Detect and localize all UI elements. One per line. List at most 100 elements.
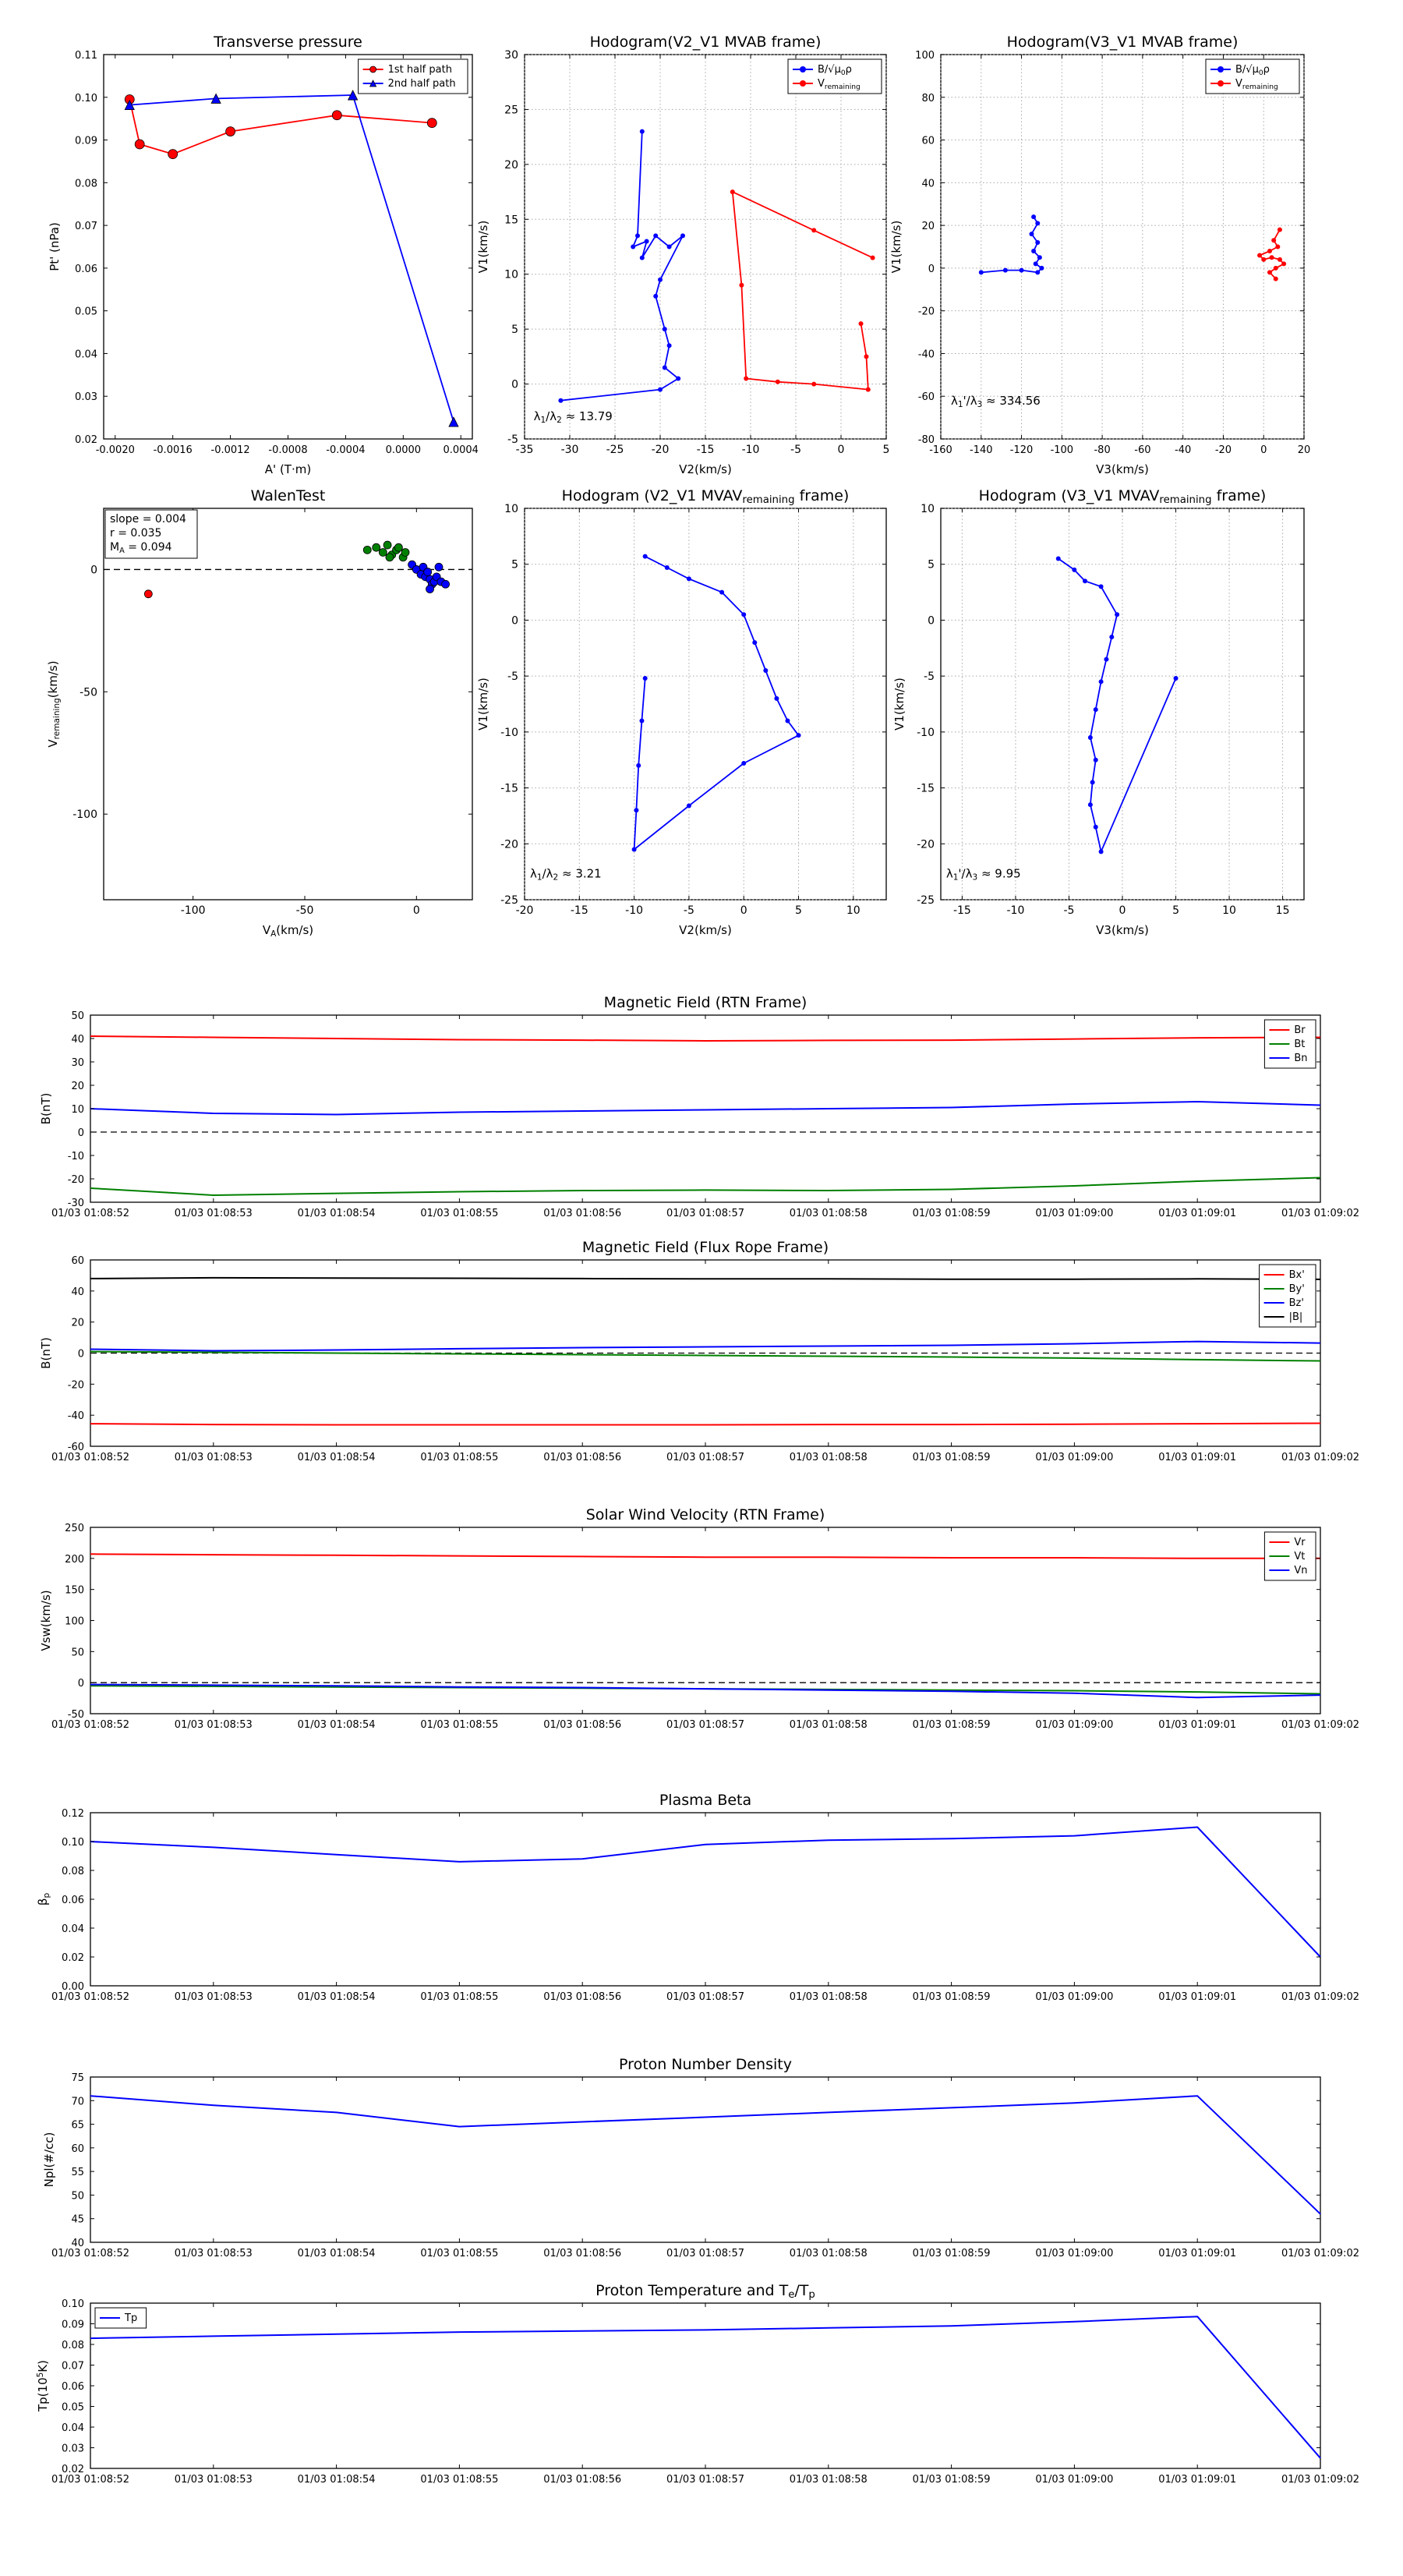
y-axis-label: Npl(#/cc): [42, 2132, 56, 2188]
y-tick-label: 40: [71, 1034, 84, 1046]
y-tick-label: 0.06: [62, 1895, 84, 1906]
marker: [763, 667, 769, 673]
annotation: λ1​'/λ3​ ≈ 9.95: [946, 866, 1021, 882]
marker: [653, 233, 659, 239]
marker: [1093, 707, 1098, 713]
series-line: [560, 131, 684, 402]
y-tick-label: 0.10: [62, 2298, 84, 2310]
y-tick-label: 0.09: [75, 136, 97, 147]
x-tick-label: -40: [1175, 444, 1191, 456]
x-tick-label: -10: [1007, 904, 1025, 917]
chart-title: Hodogram(V3_V1 MVAB frame): [1007, 34, 1239, 51]
x-tick-label: 01/03 01:09:00: [1035, 1719, 1113, 1731]
x-tick-label: 01/03 01:08:53: [175, 2474, 253, 2486]
y-axis-label: V1(km/s): [889, 221, 903, 274]
marker: [1261, 257, 1267, 262]
y-tick-label: 0: [928, 264, 935, 275]
y-tick-label: 0.12: [62, 1808, 84, 1820]
marker: [730, 189, 735, 195]
series-line: [1058, 557, 1177, 853]
y-tick-label: -40: [918, 349, 935, 360]
y-tick-label: -15: [500, 783, 518, 795]
y-tick-label: -10: [500, 727, 518, 739]
x-tick-label: 0: [1119, 904, 1126, 917]
y-tick-label: 5: [511, 324, 518, 336]
y-tick-label: 5: [928, 559, 935, 571]
x-tick-label: 01/03 01:08:55: [420, 2248, 498, 2259]
chart-plasma-beta: 01/03 01:08:52 01/03 01:08:53 01/03 01:08:…: [36, 1792, 1359, 2003]
marker: [666, 244, 672, 249]
marker: [1090, 780, 1095, 785]
plot-area: [103, 54, 473, 440]
series-line: [90, 1177, 1321, 1196]
marker: [385, 553, 394, 562]
marker: [1277, 227, 1282, 232]
marker: [1267, 248, 1272, 253]
legend-label: B/√μ0​ρ: [818, 64, 852, 77]
x-tick-label: 01/03 01:08:56: [543, 2248, 621, 2259]
marker: [639, 718, 645, 724]
x-tick-label: 20: [1298, 444, 1311, 456]
series-line: [90, 1553, 1320, 1559]
marker: [383, 540, 392, 550]
y-axis-label: V1(km/s): [476, 678, 490, 731]
y-tick-label: 10: [921, 503, 935, 515]
marker: [448, 416, 459, 427]
x-axis-label: V2(km/s): [679, 462, 732, 476]
y-tick-label: 40: [71, 1286, 84, 1298]
y-tick-label: 80: [921, 93, 935, 104]
x-tick-label: 01/03 01:08:52: [51, 1452, 129, 1463]
y-tick-label: 20: [71, 1081, 84, 1092]
x-tick-label: 01/03 01:08:57: [666, 1991, 744, 2003]
y-tick-label: 5: [511, 559, 518, 571]
x-tick-label: 5: [795, 904, 802, 917]
marker: [225, 126, 235, 137]
x-tick-label: 01/03 01:08:52: [51, 2248, 129, 2259]
plot-area: [940, 54, 1305, 440]
x-tick-label: 01/03 01:08:56: [543, 2474, 621, 2486]
marker: [774, 695, 779, 701]
y-tick-label: -80: [918, 434, 935, 446]
y-tick-label: 10: [504, 269, 518, 281]
y-tick-label: 0: [511, 379, 518, 391]
y-tick-label: 0.05: [75, 306, 97, 318]
chart-title: Magnetic Field (RTN Frame): [604, 994, 808, 1011]
marker: [634, 808, 639, 813]
marker: [134, 139, 145, 150]
y-tick-label: 0.08: [62, 2340, 84, 2351]
annotation: λ1​'/λ3​ ≈ 334.56: [951, 394, 1041, 409]
marker: [1093, 757, 1098, 763]
marker: [653, 293, 659, 299]
x-tick-label: 01/03 01:08:59: [913, 1452, 991, 1463]
y-tick-label: 20: [504, 159, 518, 172]
chart-title: Proton Number Density: [619, 2056, 792, 2073]
marker: [1115, 612, 1120, 617]
series-line: [90, 1276, 1321, 1280]
marker: [143, 589, 153, 599]
y-tick-label: 50: [71, 1010, 84, 1022]
x-tick-label: 01/03 01:09:01: [1158, 2474, 1236, 2486]
x-tick-label: 01/03 01:09:02: [1281, 2248, 1359, 2259]
marker: [1031, 248, 1037, 253]
x-tick-label: -15: [953, 904, 971, 917]
marker: [1098, 679, 1104, 685]
x-tick-label: 01/03 01:08:55: [420, 1208, 498, 1219]
x-tick-label: 01/03 01:08:58: [790, 1452, 868, 1463]
y-tick-label: 0.07: [75, 221, 97, 232]
x-tick-label: -0.0008: [268, 444, 307, 456]
y-tick-label: 0: [928, 614, 935, 627]
legend-label: Vt: [1294, 1551, 1305, 1562]
y-axis-label: Vremaining​(km/s): [46, 660, 62, 747]
marker: [1039, 265, 1044, 271]
x-tick-label: 0.0004: [443, 444, 479, 456]
chart-title: Hodogram(V2_V1 MVAB frame): [590, 34, 822, 51]
x-axis-label: VA​(km/s): [263, 923, 313, 939]
marker: [636, 763, 641, 768]
x-tick-label: 01/03 01:08:57: [666, 2248, 744, 2259]
legend-label: B/√μ0​ρ: [1235, 64, 1270, 77]
y-tick-label: 10: [504, 503, 518, 515]
x-tick-label: 01/03 01:09:00: [1035, 1208, 1113, 1219]
y-tick-label: 0.09: [62, 2319, 84, 2331]
x-tick-label: 01/03 01:09:02: [1281, 1452, 1359, 1463]
